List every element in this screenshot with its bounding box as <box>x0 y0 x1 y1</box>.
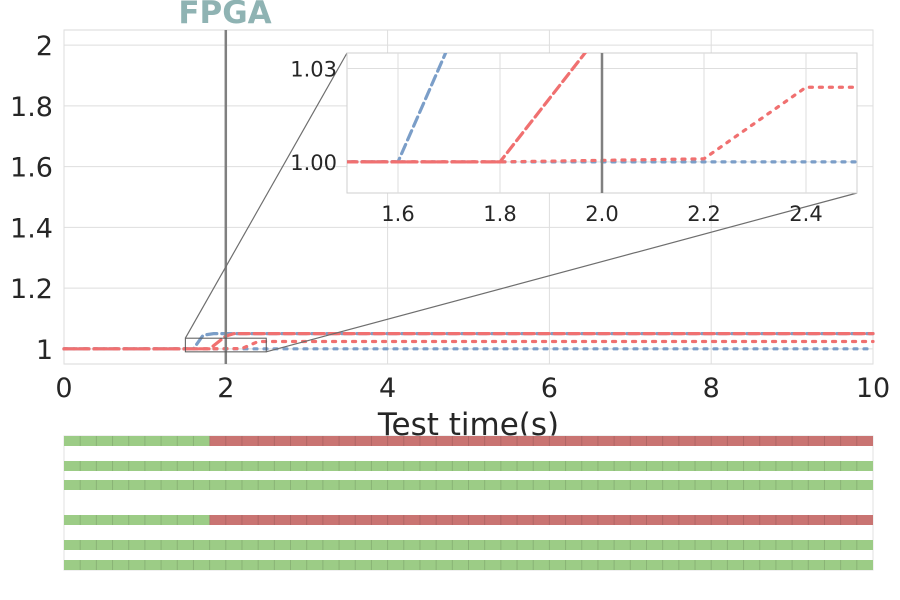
y-tick-label: 1 <box>36 335 53 366</box>
status-bar-row <box>64 480 873 490</box>
status-bar-fail-segment <box>209 515 873 525</box>
x-tick-label: 2 <box>217 373 234 404</box>
zoom-connector-line <box>266 192 858 353</box>
chart-title: FPGA <box>178 0 271 31</box>
x-tick-label: 10 <box>856 373 890 404</box>
y-tick-label: 1.2 <box>10 274 53 305</box>
zoom-region-box <box>184 337 267 353</box>
y-tick-label: 1.4 <box>10 213 53 244</box>
y-tick-label: 1.6 <box>10 153 53 184</box>
x-tick-label: 0 <box>55 373 72 404</box>
status-bar-row <box>64 436 873 446</box>
inset-x-tick-label: 2.4 <box>789 202 822 226</box>
series-line-dotted-red <box>62 339 875 351</box>
series-line-dotted-red <box>347 85 857 164</box>
status-bar-ok-segment <box>64 515 210 525</box>
y-tick-label: 1.8 <box>10 92 53 123</box>
status-bar-row <box>64 515 873 525</box>
status-bar-ok-segment <box>64 540 873 550</box>
status-bar-row <box>64 461 873 471</box>
status-bar-ok-segment <box>64 560 873 570</box>
x-tick-label: 6 <box>541 373 558 404</box>
inset-x-tick-label: 2.2 <box>687 202 720 226</box>
inset-x-tick-label: 2.0 <box>585 202 618 226</box>
inset-x-tick-label: 1.6 <box>381 202 414 226</box>
inset-y-tick-label: 1.03 <box>290 58 337 82</box>
inset-y-tick-label: 1.00 <box>290 151 337 175</box>
x-tick-label: 4 <box>379 373 396 404</box>
status-bar-row <box>64 540 873 550</box>
x-tick-label: 8 <box>703 373 720 404</box>
y-tick-label: 2 <box>36 31 53 62</box>
status-bar-ok-segment <box>64 436 210 446</box>
inset-x-tick-label: 1.8 <box>483 202 516 226</box>
status-bar-ok-segment <box>64 480 873 490</box>
status-bar-fail-segment <box>209 436 873 446</box>
inset-axes: 1.6 1.8 2.0 2.2 2.4 1.00 1.03 <box>290 52 858 226</box>
zoom-connector-line <box>184 52 348 339</box>
status-bar-ok-segment <box>64 461 873 471</box>
status-bar-row <box>64 560 873 570</box>
